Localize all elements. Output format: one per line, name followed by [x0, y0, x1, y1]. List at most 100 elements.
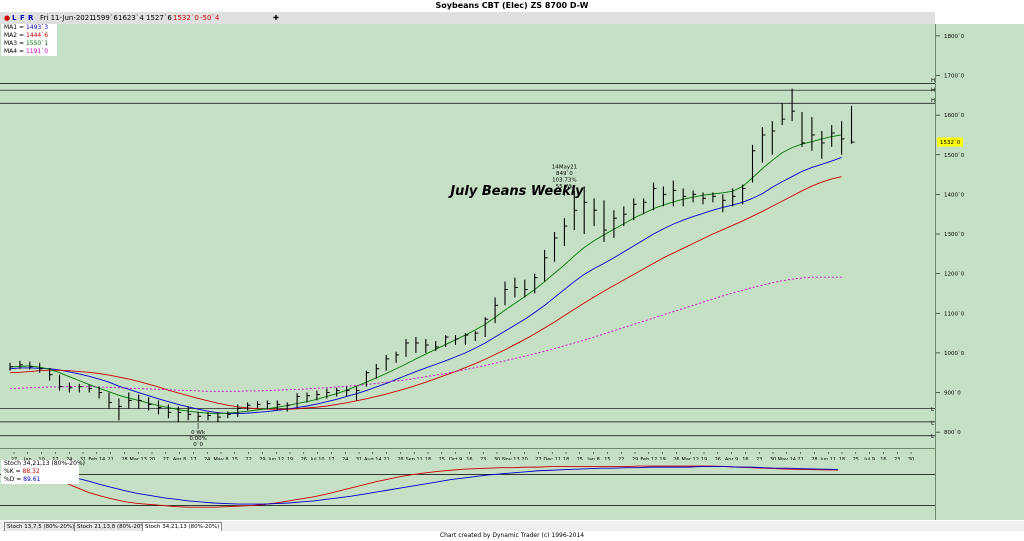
price-bar: [593, 198, 598, 227]
last-price-box: [937, 137, 963, 147]
price-bar: [286, 402, 291, 412]
price-bar: [395, 351, 400, 363]
price-tick-label: 800`0: [944, 430, 961, 436]
price-bar: [217, 412, 221, 423]
price-bar: [474, 331, 479, 342]
price-bar: [514, 277, 518, 298]
price-bar: [276, 400, 281, 411]
price-bar: [415, 337, 419, 353]
price-bar: [167, 404, 172, 419]
price-bar: [39, 362, 43, 373]
price-bar: [454, 335, 459, 345]
price-bar: [553, 232, 558, 262]
price-bar: [445, 335, 449, 347]
legend-ma1-value: 1493`3: [25, 24, 49, 31]
legend-ma4-value: 1191`0: [25, 48, 49, 55]
stochastic-axis: [935, 448, 1024, 520]
price-bar: [58, 374, 63, 391]
toolbar-r-button[interactable]: R: [28, 14, 34, 22]
price-tick-label: 1600`0: [944, 113, 965, 119]
price-bar: [68, 382, 73, 393]
price-bar: [682, 188, 687, 207]
price-bar: [375, 363, 380, 379]
annotation-text: 14May21: [552, 165, 577, 171]
price-bar: [811, 117, 815, 151]
price-bar: [742, 184, 746, 205]
price-bar: [425, 339, 429, 353]
ma-line-ma1: [9, 156, 842, 414]
price-bar: [78, 383, 83, 393]
annotation-text: 849`0: [556, 171, 573, 177]
price-bar: [157, 400, 162, 415]
toolbar-change: -50`4: [200, 14, 220, 22]
legend-ma2-value: 1444`6: [25, 32, 49, 39]
price-bar: [821, 130, 825, 159]
price-bar: [494, 297, 499, 324]
price-tick-label: 1200`0: [944, 272, 965, 278]
price-bar: [633, 198, 637, 221]
price-bar: [603, 200, 607, 242]
stochastic-pane[interactable]: [0, 460, 935, 520]
price-plot-area[interactable]: H 1679`4 13Jul12H 1663`0 3Jul08H 1630`0 …: [0, 24, 980, 454]
price-bar: [702, 192, 706, 205]
legend-ma1: MA1 = 1493`3: [4, 24, 49, 31]
stoch-legend-title: Stoch 34,21,13 (80%-20%): [4, 460, 85, 467]
price-bar: [385, 354, 390, 371]
price-bar: [435, 341, 439, 351]
price-tick-label: 1400`0: [944, 192, 965, 198]
price-axis[interactable]: 1800`0 1700`0 1600`0 1500`0 1400`0 1300`0 1200…: [935, 24, 1024, 448]
stoch-legend-d: %D = 89.61: [4, 476, 41, 483]
toolbar-date: Fri 11-Jun-2021: [40, 14, 94, 22]
price-bar: [138, 394, 142, 409]
chart-window-title: Soybeans CBT (Elec) ZS 8700 D-W: [0, 0, 1024, 12]
price-bar: [247, 402, 251, 411]
price-bar: [177, 406, 182, 423]
price-bar: [29, 361, 33, 370]
footer-credit: Chart created by Dynamic Trader (c) 1996…: [0, 531, 1024, 541]
price-bar: [326, 388, 330, 399]
legend-ma3-value: 1550`1: [25, 40, 49, 47]
price-bar: [751, 144, 756, 183]
price-bar: [306, 392, 310, 403]
toolbar-l-button[interactable]: L: [12, 14, 17, 22]
stoch-d-line: [13, 465, 839, 505]
price-bar: [563, 218, 568, 246]
indicator-tabs: Stoch 13,7,5 (80%-20%) Stoch 21,13,8 (80…: [0, 521, 1024, 532]
price-bar: [504, 281, 508, 306]
toolbar-high: 1623`4: [118, 14, 144, 22]
toolbar-f-button[interactable]: F: [20, 14, 25, 22]
price-bar: [227, 411, 231, 419]
price-bar: [9, 362, 13, 371]
price-bar: [732, 188, 736, 207]
price-bar: [791, 88, 796, 122]
legend-ma3: MA3 = 1550`1: [4, 40, 49, 47]
red-dot-icon[interactable]: ●: [4, 14, 11, 22]
price-bar: [98, 386, 103, 399]
toolbar-close: 1532`0: [173, 14, 199, 22]
toolbar-open: 1599`6: [92, 14, 118, 22]
price-bar: [613, 210, 617, 238]
price-bar: [692, 190, 697, 203]
price-tick-label: 900`0: [944, 391, 961, 397]
price-axis-svg: 1800`0 1700`0 1600`0 1500`0 1400`0 1300`0 1200…: [936, 34, 965, 436]
price-tick-label: 1300`0: [944, 232, 965, 238]
price-bar: [652, 182, 657, 211]
price-bar: [118, 398, 122, 421]
stoch-legend-k: %K = 88.32: [4, 468, 40, 475]
plus-icon[interactable]: ✚: [273, 14, 279, 22]
price-tick-label: 1100`0: [944, 311, 965, 317]
price-tick-label: 1500`0: [944, 153, 965, 159]
price-bar: [187, 406, 192, 421]
price-tick-label: 1800`0: [944, 34, 965, 40]
price-tick-label: 1000`0: [944, 351, 965, 357]
ma-line-ma3: [9, 134, 842, 414]
price-bar: [781, 103, 786, 126]
price-bar: [464, 333, 469, 345]
price-bar: [801, 111, 805, 147]
ma-legend: MA1 = 1493`3 MA2 = 1444`6 MA3 = 1550`1 M…: [1, 24, 57, 56]
price-bar: [761, 127, 766, 163]
price-bar: [108, 392, 112, 409]
stoch-k-line: [13, 465, 839, 508]
price-bar: [346, 386, 350, 397]
price-bar: [722, 194, 726, 213]
